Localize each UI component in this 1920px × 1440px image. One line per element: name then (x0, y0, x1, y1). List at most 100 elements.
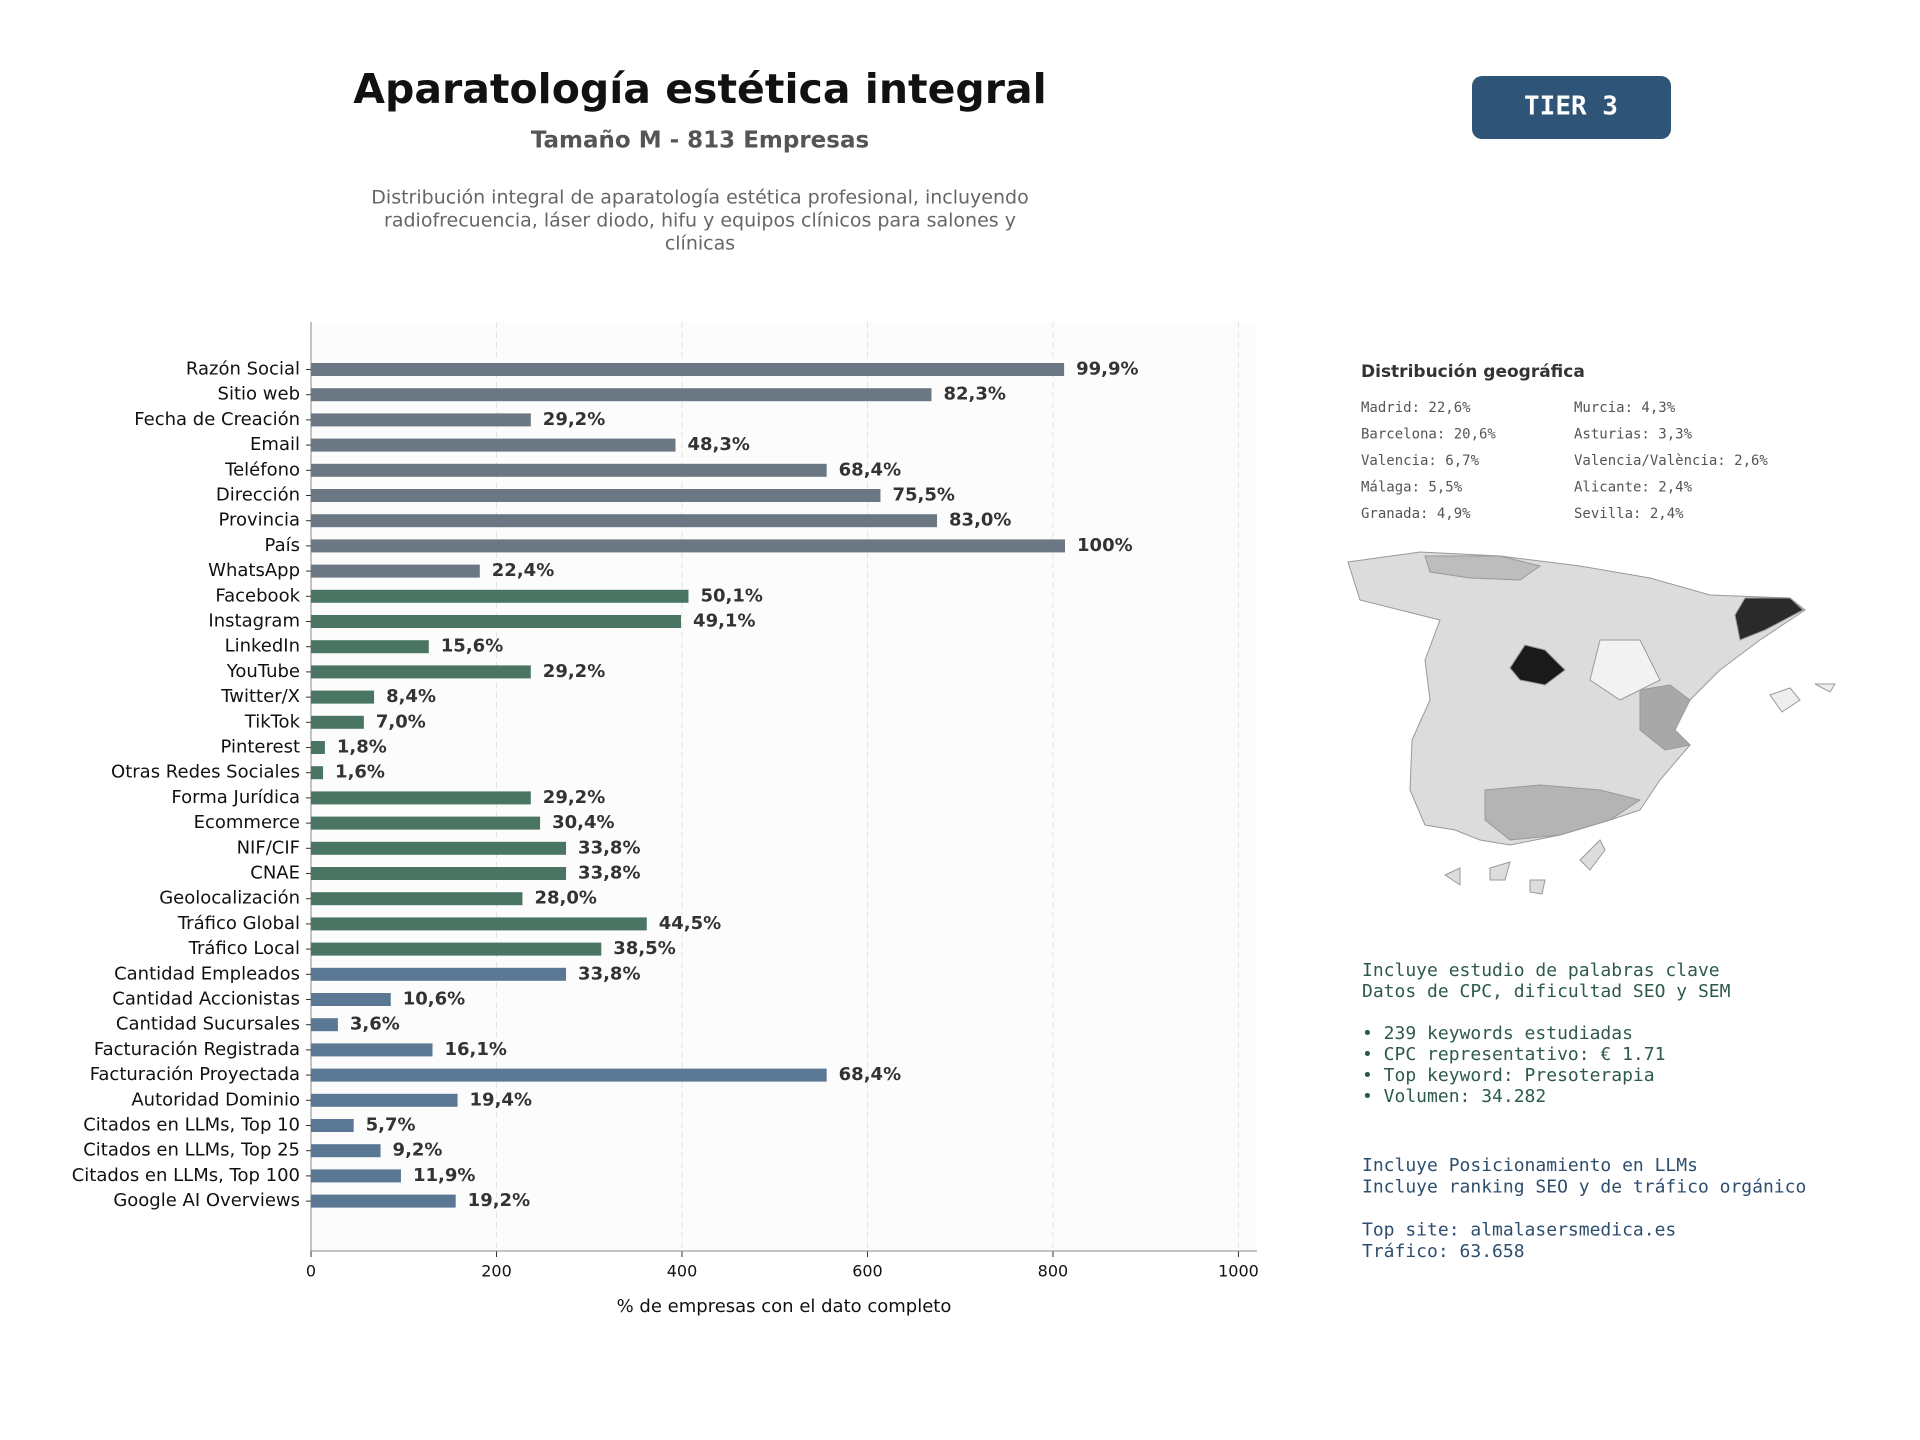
value-label: 49,1% (693, 611, 755, 632)
value-label: 29,2% (543, 661, 605, 682)
value-label: 22,4% (492, 560, 554, 581)
value-label: 33,8% (578, 863, 640, 884)
x-tick-label: 200 (481, 1262, 512, 1281)
bar (311, 1043, 433, 1057)
geo-item: Asturias: 3,3% (1574, 427, 1693, 443)
bar (311, 993, 391, 1006)
bar (311, 413, 531, 427)
bar (311, 489, 881, 502)
x-tick-label: 0 (306, 1262, 316, 1281)
bar (311, 766, 324, 780)
bar (311, 715, 364, 729)
y-tick-label: Cantidad Sucursales (116, 1014, 300, 1035)
bar (311, 363, 1065, 376)
value-label: 48,3% (687, 434, 749, 455)
geo-item: Alicante: 2,4% (1574, 480, 1693, 496)
value-label: 30,4% (552, 812, 614, 833)
value-label: 7,0% (376, 711, 426, 732)
y-tick-label: Sitio web (218, 384, 300, 405)
value-label: 11,9% (413, 1165, 475, 1186)
y-tick-label: Autoridad Dominio (131, 1089, 300, 1110)
bar (311, 867, 567, 880)
bar (311, 791, 531, 805)
value-label: 99,9% (1076, 359, 1138, 380)
value-label: 50,1% (700, 585, 762, 606)
bar (311, 942, 602, 956)
map-balearics (1769, 683, 1836, 713)
x-axis-title: % de empresas con el dato completo (617, 1296, 952, 1317)
description-line: radiofrecuencia, láser diodo, hifu y equ… (384, 210, 1016, 232)
value-label: 29,2% (543, 787, 605, 808)
keyword-note: • Top keyword: Presoterapia (1362, 1065, 1655, 1086)
value-label: 100% (1077, 535, 1133, 556)
y-tick-label: Forma Jurídica (171, 787, 300, 808)
geo-item: Sevilla: 2,4% (1574, 506, 1684, 522)
bar (311, 967, 567, 981)
map-catalonia (1734, 597, 1804, 641)
bar (311, 841, 567, 855)
bar (311, 1169, 401, 1183)
value-label: 3,6% (350, 1014, 400, 1035)
bar (311, 665, 531, 679)
bar (311, 589, 689, 603)
y-tick-label: Facturación Registrada (94, 1039, 300, 1060)
y-tick-label: Otras Redes Sociales (111, 762, 300, 783)
bar (311, 1144, 381, 1158)
y-tick-label: LinkedIn (225, 636, 300, 657)
x-tick-label: 800 (1038, 1262, 1069, 1281)
geo-item: Valencia/València: 2,6% (1574, 453, 1768, 469)
y-tick-label: Instagram (208, 611, 300, 632)
geo-item: Granada: 4,9% (1361, 506, 1471, 522)
y-tick-label: Provincia (218, 510, 300, 531)
map-north (1424, 555, 1542, 581)
bar (311, 741, 325, 754)
value-label: 83,0% (949, 510, 1011, 531)
map-canaries (1443, 839, 1606, 895)
keyword-note: • Volumen: 34.282 (1362, 1086, 1546, 1107)
value-label: 10,6% (403, 989, 465, 1010)
y-tick-label: Cantidad Empleados (114, 963, 300, 984)
description-line: clínicas (665, 233, 735, 255)
y-tick-label: TikTok (244, 711, 301, 732)
chart-subtitle: Tamaño M - 813 Empresas (531, 128, 869, 154)
bar (311, 1119, 354, 1132)
value-label: 19,2% (468, 1190, 530, 1211)
y-tick-label: Google AI Overviews (113, 1190, 300, 1211)
geo-item: Barcelona: 20,6% (1361, 427, 1496, 443)
y-tick-label: Fecha de Creación (134, 409, 300, 430)
value-label: 28,0% (534, 888, 596, 909)
value-label: 33,8% (578, 963, 640, 984)
map-light (1589, 639, 1661, 701)
bar (311, 1068, 827, 1082)
value-label: 19,4% (470, 1089, 532, 1110)
bar (311, 438, 676, 452)
tier-badge (1472, 76, 1671, 139)
value-label: 68,4% (839, 459, 901, 480)
geo-item: Madrid: 22,6% (1361, 400, 1471, 416)
y-tick-label: YouTube (226, 661, 300, 682)
y-tick-label: Citados en LLMs, Top 100 (72, 1165, 300, 1186)
geo-title: Distribución geográfica (1361, 362, 1585, 382)
y-tick-label: CNAE (250, 863, 300, 884)
chart-title: Aparatología estética integral (353, 65, 1046, 113)
keyword-note: • CPC representativo: € 1.71 (1362, 1044, 1665, 1065)
description-line: Distribución integral de aparatología es… (371, 187, 1028, 209)
y-tick-label: Dirección (216, 485, 300, 506)
value-label: 29,2% (543, 409, 605, 430)
tier-label: TIER 3 (1524, 92, 1618, 122)
bar (311, 690, 375, 704)
map-madrid (1509, 644, 1566, 686)
bar (311, 816, 541, 830)
bar (311, 564, 480, 578)
y-tick-label: Citados en LLMs, Top 10 (83, 1115, 300, 1136)
y-tick-label: Ecommerce (194, 812, 300, 833)
bar (311, 615, 682, 628)
value-label: 1,6% (335, 762, 385, 783)
value-label: 38,5% (613, 938, 675, 959)
value-label: 82,3% (943, 384, 1005, 405)
y-tick-label: Tráfico Global (177, 913, 300, 934)
bar (311, 463, 827, 477)
map-mainland (1347, 551, 1806, 846)
y-tick-label: WhatsApp (208, 560, 300, 581)
